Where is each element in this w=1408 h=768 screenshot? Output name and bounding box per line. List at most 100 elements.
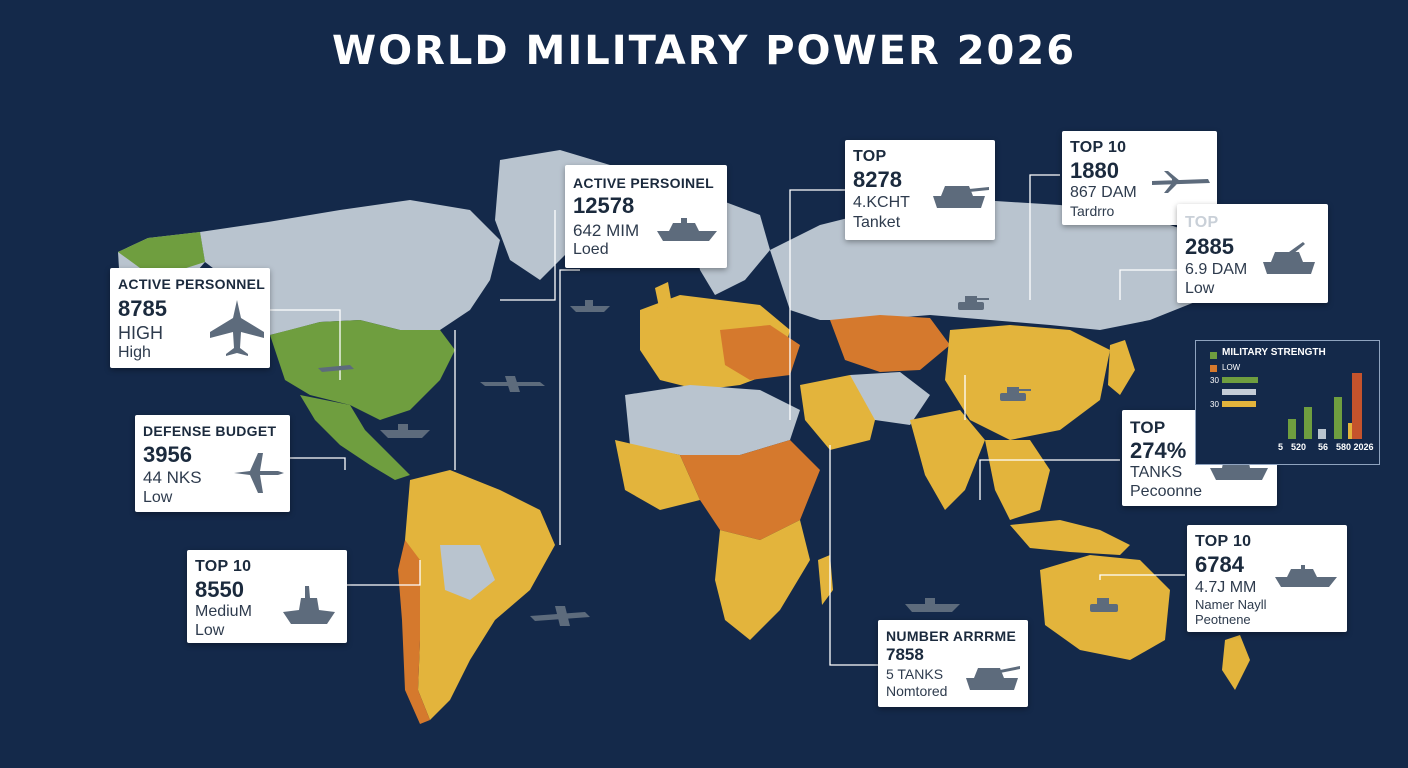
map-vehicle-icons xyxy=(318,296,1118,626)
legend-swatch-1 xyxy=(1210,352,1217,359)
card-top10-south-america[interactable]: TOP 10 8550 MediuM Low xyxy=(187,550,347,643)
fighter-jet-icon xyxy=(530,606,590,626)
legend-row-3-label: 30 xyxy=(1210,400,1219,409)
tank-icon xyxy=(1263,242,1315,274)
middle-east xyxy=(800,375,880,450)
fighter-jet-icon xyxy=(480,376,545,392)
strength-bar xyxy=(1334,397,1342,439)
alaska-green xyxy=(118,232,205,270)
bomber-icon xyxy=(1152,171,1210,193)
madagascar xyxy=(818,555,833,605)
legend-title: MILITARY STRENGTH xyxy=(1222,347,1326,358)
usa-region xyxy=(270,320,455,420)
iran-region xyxy=(850,372,930,425)
x-axis-label: 5 xyxy=(1278,442,1284,452)
card-detail: 642 MIM xyxy=(573,221,640,240)
legend-row-3-bar xyxy=(1222,389,1256,395)
africa-west xyxy=(615,440,700,510)
landmasses xyxy=(118,150,1250,724)
card-value: 274% xyxy=(1130,438,1187,463)
card-value: 6784 xyxy=(1195,552,1244,577)
mongolia-china xyxy=(945,325,1110,440)
card-subdetail: Pecoonne xyxy=(1130,483,1203,500)
india xyxy=(910,410,985,510)
central-asia xyxy=(830,315,950,372)
strength-bar xyxy=(1288,419,1296,439)
card-heading: TOP 10 xyxy=(1195,533,1252,550)
card-detail: 4.KCHT xyxy=(853,194,910,211)
mexico-central-america xyxy=(300,395,410,480)
x-axis-label: 520 xyxy=(1291,442,1307,452)
card-active-personnel-north-america[interactable]: ACTIVE PERSONNEL 8785 HIGH High xyxy=(110,268,270,368)
strength-bar xyxy=(1352,373,1362,439)
card-top-russia-tanks[interactable]: TOP 8278 4.KCHT Tanket xyxy=(845,140,995,240)
card-detail: 6.9 DAM xyxy=(1185,261,1248,278)
card-value: 1880 xyxy=(1070,158,1119,183)
card-subdetail: Namer Nayll xyxy=(1195,597,1267,612)
card-heading: TOP xyxy=(853,148,887,165)
warship-icon xyxy=(1275,565,1337,587)
warship-icon xyxy=(905,598,960,612)
card-detail: 867 DAM xyxy=(1070,184,1137,201)
card-top10-oceania[interactable]: TOP 10 6784 4.7J MM Namer Nayll Peotnene xyxy=(1187,525,1347,632)
south-america xyxy=(405,470,555,720)
southeast-asia xyxy=(985,440,1050,520)
africa-north xyxy=(625,385,800,455)
card-value: 12578 xyxy=(573,193,635,218)
card-active-personnel-europe[interactable]: ACTIVE PERSOINEL 12578 642 MIM Loed xyxy=(565,165,727,268)
page-title: WORLD MILITARY POWER 2026 xyxy=(331,28,1077,74)
card-value: 3956 xyxy=(143,442,192,467)
card-heading: TOP xyxy=(1130,418,1166,437)
card-heading: ACTIVE PERSONNEL xyxy=(118,276,266,292)
card-value: 2885 xyxy=(1185,234,1234,259)
europe-east xyxy=(720,325,800,380)
south-america-west xyxy=(398,540,430,724)
warship-icon xyxy=(380,424,430,438)
card-top-east-asia[interactable]: TOP 2885 6.9 DAM Low xyxy=(1177,204,1328,303)
card-detail: MediuM xyxy=(195,603,252,620)
military-strength-legend: MILITARY STRENGTH LOW 30 30 5 520 56 580… xyxy=(1195,340,1380,465)
legend-row-2-label: 30 xyxy=(1210,376,1219,385)
uk xyxy=(655,282,672,312)
card-value: 8278 xyxy=(853,167,902,192)
south-america-interior xyxy=(440,545,495,600)
tank-icon xyxy=(1090,598,1118,612)
legend-row-1-label: LOW xyxy=(1222,363,1241,372)
tank-icon xyxy=(966,666,1020,690)
card-heading: TOP xyxy=(1185,214,1219,231)
tank-icon xyxy=(958,296,989,310)
card-detail: 5 TANKS xyxy=(886,666,944,682)
card-subdetail: Nomtored xyxy=(886,683,948,699)
warship-icon xyxy=(570,300,610,312)
tank-icon xyxy=(933,186,989,208)
strength-bar xyxy=(1318,429,1326,439)
card-value: 7858 xyxy=(886,645,924,664)
warship-icon xyxy=(283,586,335,624)
aircraft-icon xyxy=(318,365,354,372)
card-value: 8550 xyxy=(195,577,244,602)
warship-icon xyxy=(657,218,717,241)
card-subdetail: Low xyxy=(195,622,225,639)
card-subdetail: Loed xyxy=(573,241,609,258)
new-zealand xyxy=(1222,635,1250,690)
card-subdetail: Low xyxy=(1185,280,1215,297)
card-detail: HIGH xyxy=(118,323,163,343)
canada-region xyxy=(200,200,500,335)
fighter-jet-icon xyxy=(210,300,264,356)
legend-row-3b-bar xyxy=(1222,401,1256,407)
card-heading: DEFENSE BUDGET xyxy=(143,423,277,439)
card-subdetail: Tardrro xyxy=(1070,203,1115,219)
africa-central xyxy=(680,440,820,540)
card-subdetail-2: Peotnene xyxy=(1195,612,1251,627)
card-heading: ACTIVE PERSOINEL xyxy=(573,175,714,191)
card-defense-budget[interactable]: DEFENSE BUDGET 3956 44 NKS Low xyxy=(135,415,290,512)
card-detail: 44 NKS xyxy=(143,468,202,487)
card-subdetail: Low xyxy=(143,489,173,506)
card-detail: 4.7J MM xyxy=(1195,579,1257,596)
japan xyxy=(1108,340,1135,395)
card-heading: TOP 10 xyxy=(1070,139,1127,156)
x-axis-label: 580 2026 xyxy=(1336,442,1374,452)
card-number-armor[interactable]: NUMBER ARRRME 7858 5 TANKS Nomtored xyxy=(878,620,1028,707)
card-subdetail: High xyxy=(118,344,151,361)
